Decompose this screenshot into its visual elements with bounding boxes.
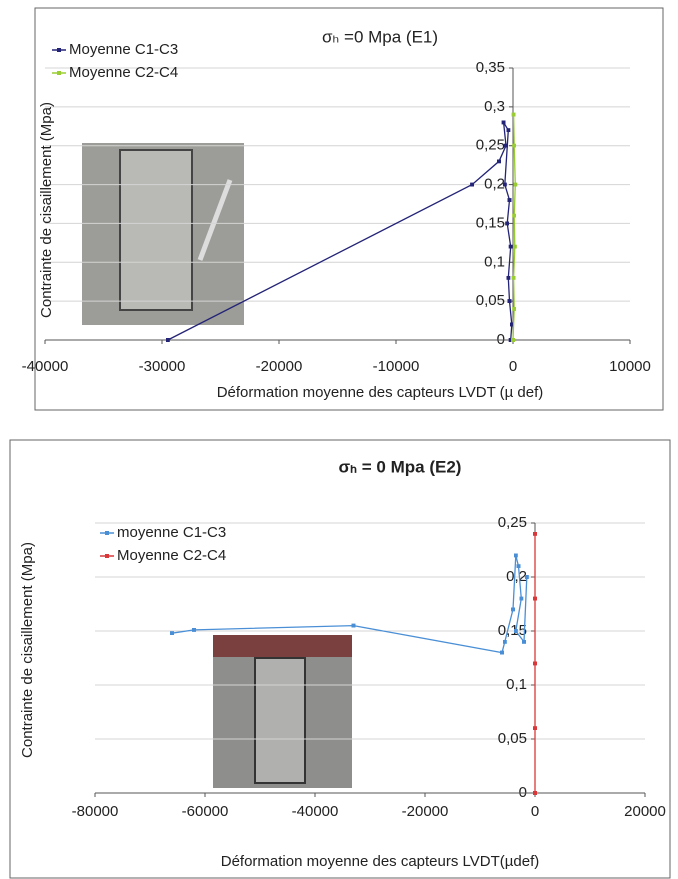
x-axis-label: Déformation moyenne des capteurs LVDT(µd… <box>221 853 540 870</box>
y-tick-label: 0,2 <box>484 176 505 193</box>
x-tick-label: 0 <box>509 358 517 375</box>
y-tick-label: 0 <box>497 331 505 348</box>
y-tick-label: 0,15 <box>498 622 527 639</box>
y-tick-label: 0,15 <box>476 214 505 231</box>
x-tick-label: 20000 <box>624 803 666 820</box>
x-tick-label: -80000 <box>72 803 119 820</box>
y-tick-label: 0,3 <box>484 98 505 115</box>
y-tick-label: 0,05 <box>498 730 527 747</box>
series-line <box>170 553 529 655</box>
x-tick-label: 0 <box>531 803 539 820</box>
legend-marker <box>57 48 61 52</box>
x-tick-label: 10000 <box>609 358 651 375</box>
x-tick-label: -60000 <box>182 803 229 820</box>
photo <box>82 143 244 325</box>
x-tick-label: -30000 <box>139 358 186 375</box>
legend-label: Moyenne C1-C3 <box>69 41 178 58</box>
y-axis-label: Contrainte de cisaillement (Mpa) <box>19 542 36 758</box>
y-tick-label: 0,2 <box>506 568 527 585</box>
x-tick-label: -20000 <box>402 803 449 820</box>
x-tick-label: -40000 <box>292 803 339 820</box>
charts: 0 0,05 0,1 0,15 0,2 0,25 0,3 0,35 -40000 -30000 -2… <box>19 27 666 869</box>
y-tick-label: 0,1 <box>506 676 527 693</box>
legend-label: Moyenne C2-C4 <box>117 547 226 564</box>
legend-marker <box>105 554 109 558</box>
y-axis-label: Contrainte de cisaillement (Mpa) <box>38 102 55 318</box>
y-tick-label: 0,05 <box>476 292 505 309</box>
x-tick-label: -20000 <box>256 358 303 375</box>
y-tick-label: 0,1 <box>484 253 505 270</box>
series-line <box>511 112 518 342</box>
y-tick-label: 0 <box>519 784 527 801</box>
legend-marker <box>57 71 61 75</box>
chart-title: σₕ = 0 Mpa (E2) <box>339 457 462 476</box>
legend-label: Moyenne C2-C4 <box>69 64 178 81</box>
legend-marker <box>105 531 109 535</box>
photo <box>213 635 352 788</box>
x-axis-label: Déformation moyenne des capteurs LVDT (µ… <box>217 384 544 401</box>
x-tick-label: -40000 <box>22 358 69 375</box>
x-tick-label: -10000 <box>373 358 420 375</box>
y-tick-label: 0,25 <box>498 514 527 531</box>
series-line <box>165 120 514 342</box>
y-tick-label: 0,25 <box>476 137 505 154</box>
chart-title: σₕ =0 Mpa (E1) <box>322 27 438 46</box>
legend-label: moyenne C1-C3 <box>117 524 226 541</box>
y-tick-label: 0,35 <box>476 59 505 76</box>
